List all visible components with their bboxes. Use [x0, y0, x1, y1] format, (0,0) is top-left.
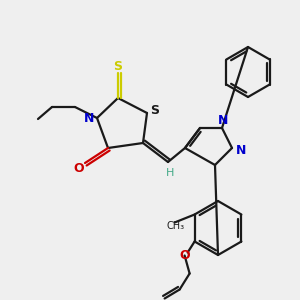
Text: N: N [84, 112, 94, 124]
Text: O: O [179, 249, 190, 262]
Text: S: S [113, 59, 122, 73]
Text: CH₃: CH₃ [167, 220, 185, 230]
Text: N: N [236, 143, 246, 157]
Text: O: O [74, 161, 84, 175]
Text: H: H [166, 168, 174, 178]
Text: N: N [218, 113, 228, 127]
Text: S: S [151, 104, 160, 118]
